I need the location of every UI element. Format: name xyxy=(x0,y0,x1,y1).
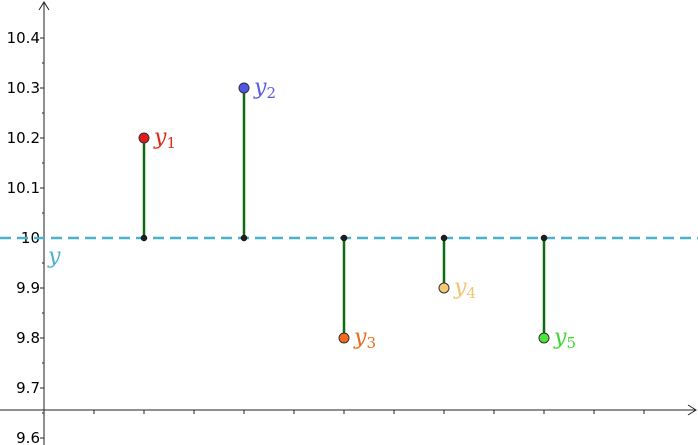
points xyxy=(138,82,550,344)
y-tick-label: 10.3 xyxy=(7,79,40,97)
point-label: y5 xyxy=(553,325,576,352)
y-tick-label: 10.2 xyxy=(7,129,40,147)
reference-point xyxy=(340,234,348,242)
y-tick-label: 9.8 xyxy=(16,329,40,347)
data-point xyxy=(138,132,150,144)
data-point xyxy=(338,332,350,344)
data-point xyxy=(538,332,550,344)
data-point xyxy=(238,82,250,94)
y-tick-label: 10.1 xyxy=(7,179,40,197)
point-label: y1 xyxy=(153,125,176,152)
y-tick-label: 9.9 xyxy=(16,279,40,297)
y-tick-label: 10.4 xyxy=(7,29,40,47)
reference-point xyxy=(540,234,548,242)
data-point xyxy=(438,282,450,294)
y-tick-label: 9.6 xyxy=(16,429,40,445)
x-axis-arrow xyxy=(687,404,697,416)
point-label: y3 xyxy=(353,325,376,352)
labels: y1 y2 y3 y4 y5 xyxy=(153,75,576,352)
y-tick-label: 9.7 xyxy=(16,379,40,397)
reference-point xyxy=(140,234,148,242)
point-label: y4 xyxy=(453,275,476,302)
y-tick-label: 10 xyxy=(21,229,40,247)
residuals xyxy=(142,88,546,338)
reference-line-layer: y xyxy=(0,236,698,269)
y-axis-arrow xyxy=(38,1,50,11)
reference-point xyxy=(440,234,448,242)
reference-line-label: y xyxy=(47,244,61,269)
point-label: y2 xyxy=(253,75,276,102)
reference-point xyxy=(240,234,248,242)
